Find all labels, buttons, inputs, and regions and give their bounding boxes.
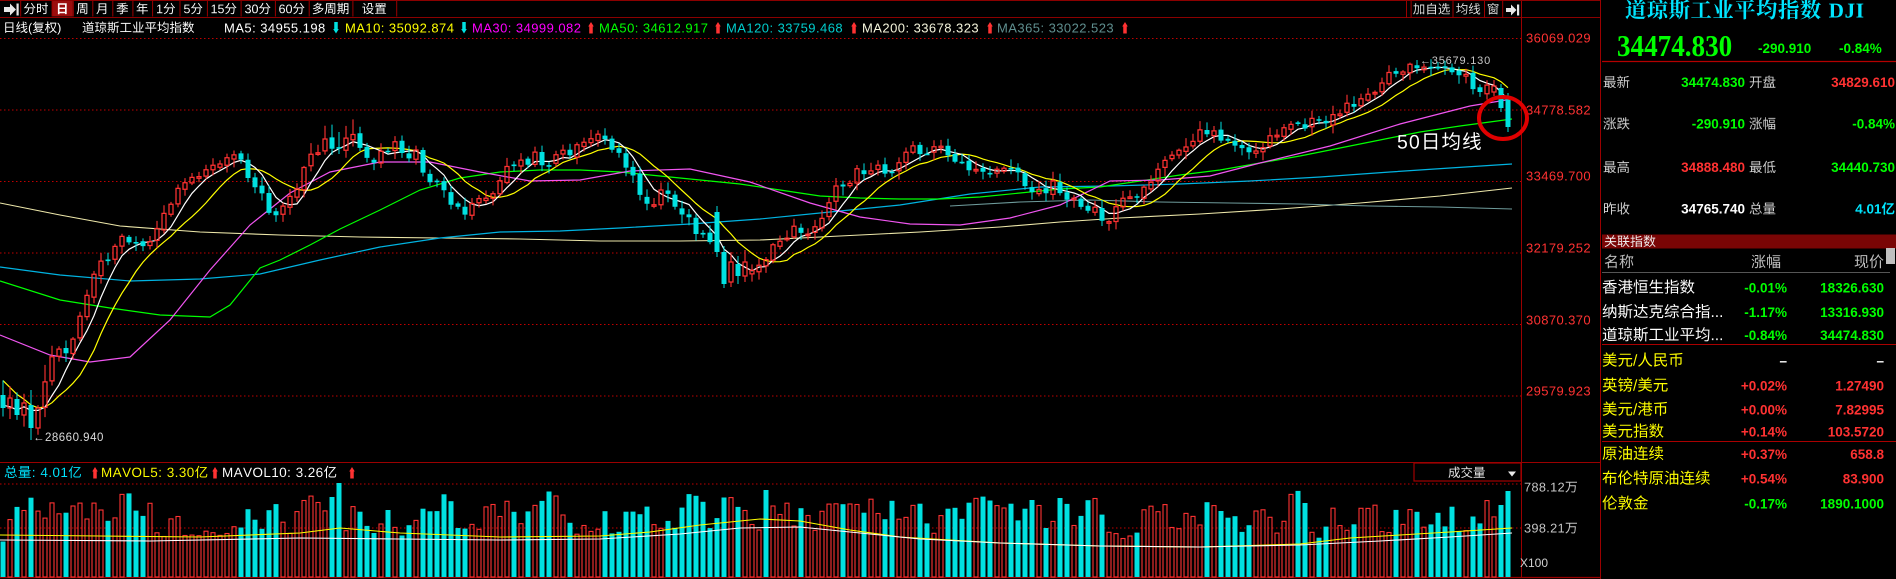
svg-text:-1.17%: -1.17% — [1744, 305, 1787, 320]
svg-text:34440.730: 34440.730 — [1831, 160, 1895, 175]
svg-text:MA10: 35092.874: MA10: 35092.874 — [345, 21, 454, 36]
svg-text:MA120: 33759.468: MA120: 33759.468 — [726, 21, 843, 36]
svg-text:1.27490: 1.27490 — [1835, 379, 1884, 394]
svg-text:13316.930: 13316.930 — [1820, 305, 1884, 320]
svg-text:+0.14%: +0.14% — [1741, 425, 1787, 440]
svg-text:658.8: 658.8 — [1850, 447, 1884, 462]
svg-text:MA365: 33022.523: MA365: 33022.523 — [997, 21, 1114, 36]
svg-text:34474.830: 34474.830 — [1681, 75, 1745, 90]
svg-text:+0.54%: +0.54% — [1741, 472, 1787, 487]
svg-text:103.5720: 103.5720 — [1828, 425, 1884, 440]
svg-text:32179.252: 32179.252 — [1526, 241, 1591, 256]
svg-text:83.900: 83.900 — [1843, 472, 1884, 487]
svg-text:MA50: 34612.917: MA50: 34612.917 — [599, 21, 708, 36]
svg-text:34888.480: 34888.480 — [1681, 160, 1745, 175]
svg-text:MA30: 34999.082: MA30: 34999.082 — [472, 21, 581, 36]
svg-text:7.82995: 7.82995 — [1835, 403, 1884, 418]
svg-text:+0.00%: +0.00% — [1741, 403, 1787, 418]
svg-text:34765.740: 34765.740 — [1681, 202, 1745, 217]
svg-text:1890.1000: 1890.1000 — [1820, 497, 1884, 512]
svg-text:34474.830: 34474.830 — [1820, 328, 1884, 343]
svg-text:36069.029: 36069.029 — [1526, 31, 1591, 46]
svg-text:MA200: 33678.323: MA200: 33678.323 — [862, 21, 979, 36]
svg-text:←35679.130: ←35679.130 — [1420, 55, 1491, 67]
svg-text:←28660.940: ←28660.940 — [33, 432, 104, 444]
svg-text:-0.84%: -0.84% — [1839, 41, 1882, 56]
svg-text:X100: X100 — [1520, 556, 1548, 570]
svg-text:29579.923: 29579.923 — [1526, 384, 1591, 399]
svg-text:-0.84%: -0.84% — [1744, 328, 1787, 343]
svg-text:+0.02%: +0.02% — [1741, 379, 1787, 394]
svg-text:34474.830: 34474.830 — [1617, 29, 1732, 63]
svg-text:+0.37%: +0.37% — [1741, 447, 1787, 462]
svg-text:-0.84%: -0.84% — [1852, 117, 1895, 132]
svg-text:–: – — [1876, 354, 1884, 369]
svg-text:-290.910: -290.910 — [1692, 117, 1745, 132]
svg-text:-0.01%: -0.01% — [1744, 281, 1787, 296]
svg-text:MA5: 34955.198: MA5: 34955.198 — [224, 21, 326, 36]
svg-text:33469.700: 33469.700 — [1526, 169, 1591, 184]
svg-text:–: – — [1779, 354, 1787, 369]
svg-text:34778.582: 34778.582 — [1526, 103, 1591, 118]
svg-text:34829.610: 34829.610 — [1831, 75, 1895, 90]
svg-text:30870.370: 30870.370 — [1526, 313, 1591, 328]
svg-text:18326.630: 18326.630 — [1820, 281, 1884, 296]
svg-text:-0.17%: -0.17% — [1744, 497, 1787, 512]
svg-text:-290.910: -290.910 — [1758, 41, 1811, 56]
